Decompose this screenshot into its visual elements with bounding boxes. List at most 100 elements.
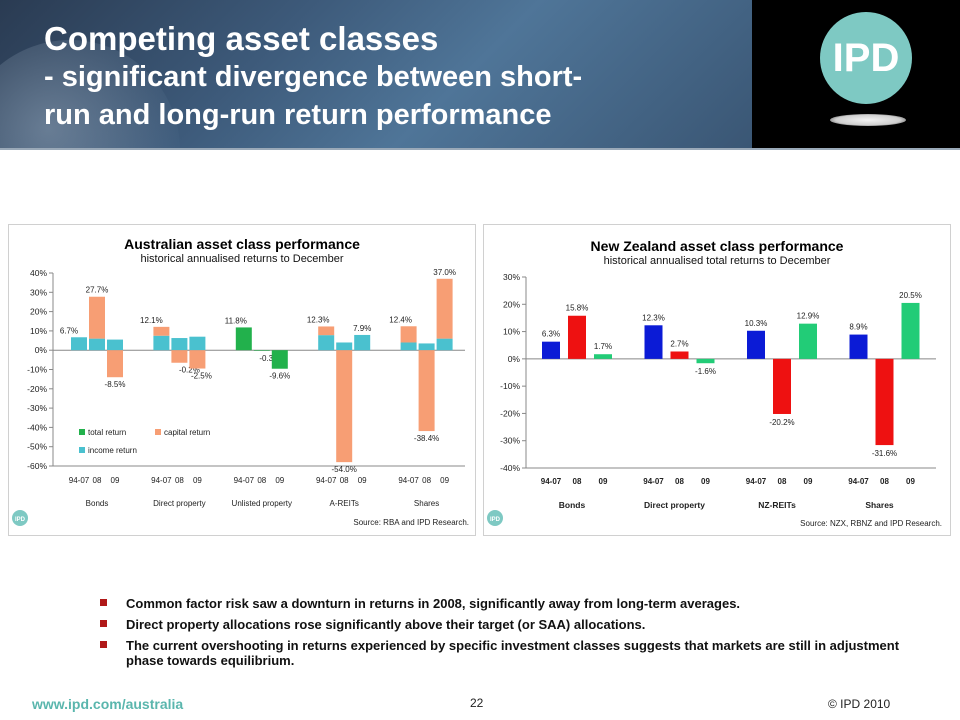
bar-segment (436, 338, 453, 351)
nz-chart: New Zealand asset class performancehisto… (487, 238, 942, 528)
legend-swatch (155, 429, 161, 435)
title-line-1: Competing asset classes (44, 20, 439, 57)
bar-data-label: 6.3% (542, 330, 560, 339)
x-period-label: 94-07 (234, 476, 255, 485)
x-period-label: 09 (275, 476, 284, 485)
bar-segment (171, 350, 188, 363)
bar-segment (189, 336, 206, 351)
x-period-label: 94-07 (316, 476, 337, 485)
x-period-label: 09 (804, 477, 813, 486)
y-tick-label: 0% (508, 354, 521, 364)
bar-segment (354, 334, 371, 351)
panel-logo-text: IPD (15, 517, 26, 523)
australia-chart-panel: Australian asset class performance histor… (8, 224, 476, 536)
bar (670, 351, 689, 359)
bar-data-label: 10.3% (745, 319, 768, 328)
y-tick-label: 10% (503, 327, 520, 337)
bar-segment (189, 350, 206, 369)
y-tick-label: -50% (27, 442, 47, 452)
bar-data-label: 2.7% (670, 339, 688, 348)
bar (875, 358, 894, 446)
panel-logo-icon (12, 510, 28, 526)
bar-segment (400, 326, 417, 343)
x-period-label: 94-07 (151, 476, 172, 485)
x-period-label: 94-07 (398, 476, 419, 485)
x-period-label: 09 (358, 476, 367, 485)
bullet-square-icon (100, 641, 107, 648)
bar (594, 354, 612, 359)
bar-data-label: -9.6% (269, 372, 290, 381)
bullet-square-icon (100, 599, 107, 606)
x-period-label: 94-07 (541, 477, 562, 486)
x-period-label: 08 (573, 477, 582, 486)
bar-data-label: -2.5% (191, 372, 212, 381)
bullet-item: Common factor risk saw a downturn in ret… (100, 596, 920, 611)
bar-data-label: -38.4% (414, 434, 439, 443)
bar-data-label: -31.6% (872, 449, 897, 458)
bar-data-label: 12.9% (797, 312, 820, 321)
x-period-label: 09 (599, 477, 608, 486)
header: Competing asset classes - significant di… (0, 0, 960, 150)
bar-segment (318, 326, 335, 336)
australia-chart: Australian asset class performancehistor… (12, 236, 469, 527)
legend-swatch (79, 447, 85, 453)
bar-segment (336, 350, 353, 463)
bar (696, 358, 715, 364)
x-group-label: Bonds (559, 500, 586, 510)
x-period-label: 09 (701, 477, 710, 486)
bar-data-label: -1.6% (695, 367, 716, 376)
bar-data-label: -8.5% (105, 380, 126, 389)
chart-subtitle: historical annualised total returns to D… (604, 255, 831, 267)
x-period-label: 94-07 (643, 477, 664, 486)
x-group-label: Shares (865, 500, 894, 510)
x-period-label: 08 (340, 476, 349, 485)
bullet-square-icon (100, 620, 107, 627)
ipd-logo-shadow (830, 114, 906, 126)
chart-source: Source: NZX, RBNZ and IPD Research. (800, 519, 942, 528)
footer-url-link[interactable]: www.ipd.com/australia (32, 696, 184, 712)
bullet-list: Common factor risk saw a downturn in ret… (100, 596, 920, 674)
page-title: Competing asset classes - significant di… (44, 20, 744, 134)
bullet-text: The current overshooting in returns expe… (126, 638, 900, 668)
bar-segment (89, 338, 105, 351)
bullet-text: Direct property allocations rose signifi… (126, 617, 646, 632)
chart-source: Source: RBA and IPD Research. (353, 518, 469, 527)
bar-segment (400, 342, 417, 351)
ipd-logo: IPD (820, 12, 912, 104)
x-period-label: 08 (93, 476, 102, 485)
bar (747, 330, 765, 359)
bar-segment (436, 278, 453, 339)
y-tick-label: -40% (27, 422, 47, 432)
bar-data-label: -0.2% (179, 366, 200, 375)
y-tick-label: -20% (500, 408, 520, 418)
x-period-label: 08 (778, 477, 787, 486)
bar-segment (71, 337, 87, 351)
bar-segment (253, 350, 270, 351)
title-line-2: - significant divergence between short- (44, 61, 583, 93)
y-tick-label: 40% (30, 268, 47, 278)
y-tick-label: 0% (35, 345, 48, 355)
chart-subtitle: historical annualised returns to Decembe… (141, 253, 344, 265)
bar-data-label: 12.1% (140, 316, 163, 325)
bar-data-label: 15.8% (566, 304, 589, 313)
bar-segment (107, 339, 123, 351)
bar-segment (171, 338, 188, 351)
chart-title: New Zealand asset class performance (591, 238, 844, 254)
x-group-label: Shares (414, 499, 439, 508)
x-period-label: 94-07 (746, 477, 767, 486)
x-group-label: A-REITs (330, 499, 359, 508)
y-tick-label: -20% (27, 384, 47, 394)
bar-segment (89, 296, 105, 339)
y-tick-label: -10% (27, 365, 47, 375)
y-tick-label: 20% (30, 307, 47, 317)
bar-data-label: -54.0% (332, 465, 357, 474)
panel-logo-text: IPD (490, 517, 501, 523)
x-period-label: 08 (257, 476, 266, 485)
bar-segment (153, 335, 170, 351)
bar (799, 323, 817, 359)
bar (849, 334, 868, 359)
y-tick-label: 30% (503, 272, 520, 282)
x-period-label: 94-07 (848, 477, 869, 486)
y-tick-label: 30% (30, 287, 47, 297)
bar-segment (318, 335, 335, 351)
